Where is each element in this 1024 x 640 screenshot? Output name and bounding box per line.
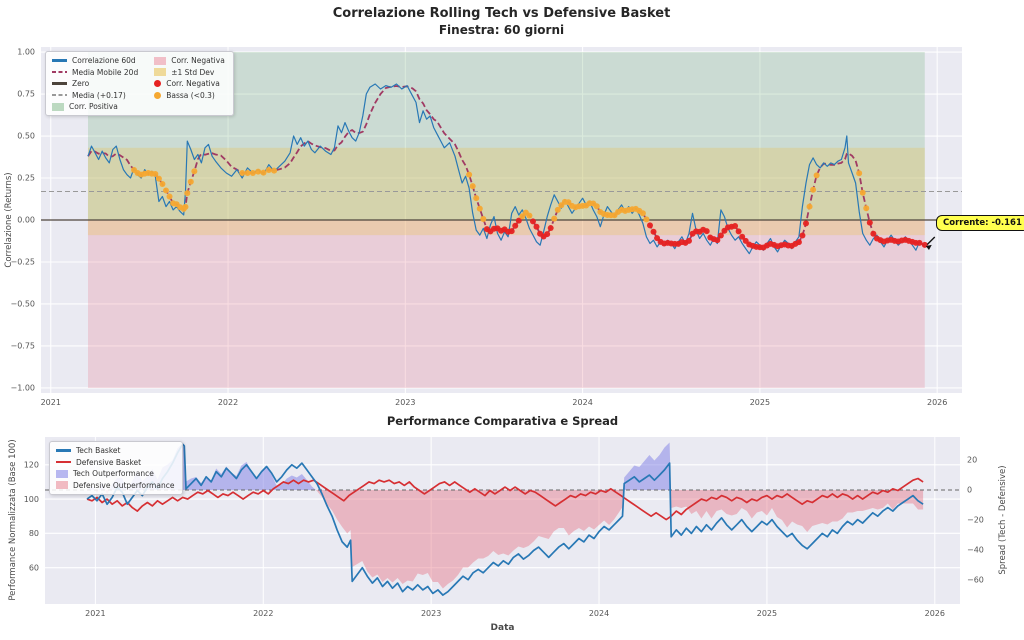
svg-text:2022: 2022 xyxy=(218,398,238,407)
legend-label: Corr. Positiva xyxy=(69,102,118,111)
svg-text:2023: 2023 xyxy=(395,398,415,407)
legend-item: Media (+0.17) xyxy=(52,91,138,100)
legend-label: Media (+0.17) xyxy=(72,90,126,100)
performance-y-axis-label-right: Spread (Tech - Defensive) xyxy=(998,465,1008,575)
legend-label: Corr. Negativa xyxy=(166,79,220,88)
legend-swatch-patch xyxy=(56,469,68,478)
performance-y-axis-label-left: Performance Normalizzata (Base 100) xyxy=(8,439,18,601)
legend-item: Corr. Positiva xyxy=(52,102,138,111)
correlation-chart-title: Correlazione Rolling Tech vs Defensive B… xyxy=(332,6,671,21)
legend-swatch-line xyxy=(56,449,71,452)
legend-item: Media Mobile 20d xyxy=(52,68,138,77)
svg-text:1.00: 1.00 xyxy=(17,48,35,57)
legend-swatch-line xyxy=(56,460,71,464)
legend-item: Correlazione 60d xyxy=(52,56,138,65)
legend-label: Bassa (<0.3) xyxy=(166,90,215,100)
legend-item: Tech Outperformance xyxy=(56,469,174,478)
svg-text:0.25: 0.25 xyxy=(17,174,35,183)
legend-swatch-line xyxy=(52,82,67,85)
legend-item: ±1 Std Dev xyxy=(154,68,225,77)
legend-label: Tech Basket xyxy=(76,446,121,455)
svg-text:2021: 2021 xyxy=(85,609,105,618)
svg-text:120: 120 xyxy=(24,460,39,469)
svg-text:−1.00: −1.00 xyxy=(10,384,35,393)
svg-text:60: 60 xyxy=(29,563,39,572)
svg-text:0.00: 0.00 xyxy=(17,216,35,225)
svg-text:2026: 2026 xyxy=(927,398,947,407)
svg-text:2022: 2022 xyxy=(253,609,273,618)
legend-item: Zero xyxy=(52,79,138,88)
correlation-chart-subtitle: Finestra: 60 giorni xyxy=(438,23,565,37)
svg-text:−0.50: −0.50 xyxy=(10,300,35,309)
correlation-legend: Correlazione 60d Media Mobile 20d Zero Medi… xyxy=(45,51,234,116)
svg-text:2025: 2025 xyxy=(750,398,770,407)
legend-label: ±1 Std Dev xyxy=(171,67,215,77)
legend-label: Corr. Negativa xyxy=(171,56,225,65)
legend-swatch-dash xyxy=(52,93,67,97)
svg-text:80: 80 xyxy=(29,529,39,538)
svg-text:2026: 2026 xyxy=(925,609,945,618)
performance-legend: Tech Basket Defensive Basket Tech Outperfo… xyxy=(49,441,184,495)
svg-text:−40: −40 xyxy=(967,546,984,555)
legend-label: Defensive Outperformance xyxy=(73,480,175,490)
svg-text:2024: 2024 xyxy=(572,398,592,407)
svg-text:100: 100 xyxy=(24,495,39,504)
legend-swatch-patch xyxy=(56,481,68,489)
legend-label: Media Mobile 20d xyxy=(72,67,139,77)
legend-item: Corr. Negativa xyxy=(154,79,225,88)
legend-label: Tech Outperformance xyxy=(73,469,154,478)
svg-text:−0.25: −0.25 xyxy=(10,258,35,267)
svg-text:−20: −20 xyxy=(967,516,984,525)
legend-label: Correlazione 60d xyxy=(72,56,136,65)
current-value-annotation: Corrente: -0.161 xyxy=(936,215,1024,231)
legend-swatch-dot xyxy=(154,91,162,99)
svg-text:2021: 2021 xyxy=(41,398,61,407)
svg-text:0.50: 0.50 xyxy=(17,132,35,141)
svg-text:−0.75: −0.75 xyxy=(10,342,35,351)
svg-text:2023: 2023 xyxy=(421,609,441,618)
svg-text:2025: 2025 xyxy=(757,609,777,618)
performance-x-axis-label: Data xyxy=(490,623,515,633)
svg-text:2024: 2024 xyxy=(589,609,609,618)
legend-swatch-patch xyxy=(154,56,167,65)
legend-item: Bassa (<0.3) xyxy=(154,91,225,100)
legend-swatch-line xyxy=(52,59,67,62)
correlation-y-axis-label: Correlazione (Returns) xyxy=(4,172,14,268)
svg-text:−60: −60 xyxy=(967,576,984,585)
svg-text:20: 20 xyxy=(967,456,977,465)
legend-swatch-dot xyxy=(154,80,162,87)
legend-swatch-patch xyxy=(154,68,167,76)
legend-item: Defensive Basket xyxy=(56,458,174,467)
performance-chart-title: Performance Comparativa e Spread xyxy=(386,414,619,428)
legend-item: Tech Basket xyxy=(56,446,174,455)
legend-label: Defensive Basket xyxy=(76,457,142,467)
legend-swatch-dash xyxy=(52,70,67,74)
svg-text:0.75: 0.75 xyxy=(17,90,35,99)
svg-text:0: 0 xyxy=(967,486,972,495)
legend-label: Zero xyxy=(72,79,90,88)
legend-item: Defensive Outperformance xyxy=(56,481,174,490)
legend-swatch-patch xyxy=(52,102,64,111)
legend-item: Corr. Negativa xyxy=(154,56,225,65)
